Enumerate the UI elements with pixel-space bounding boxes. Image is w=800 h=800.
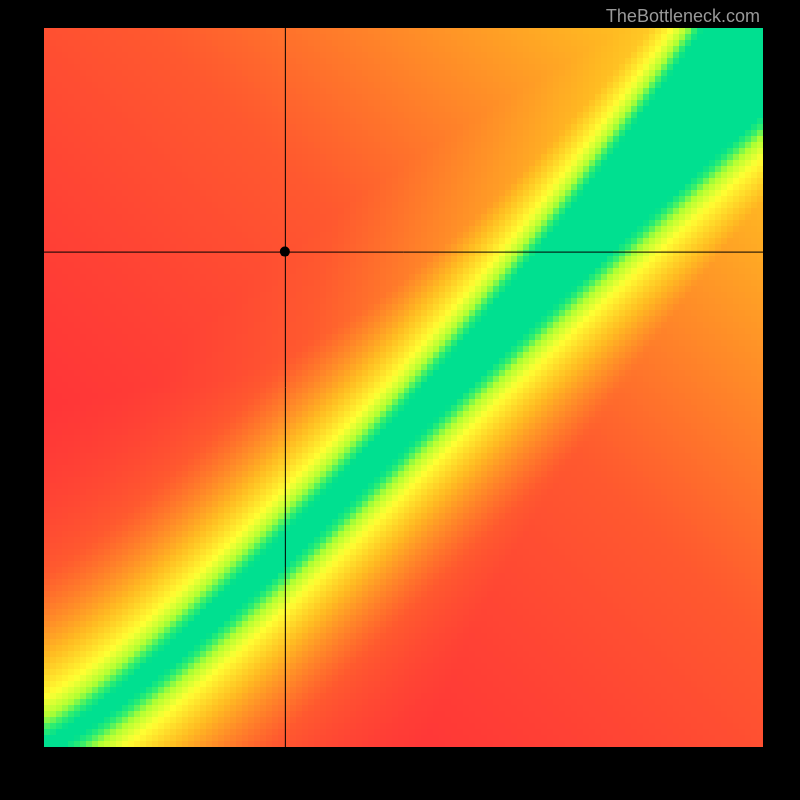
watermark-text: TheBottleneck.com [606, 6, 760, 27]
chart-container: TheBottleneck.com [0, 0, 800, 800]
heatmap-canvas [44, 28, 763, 747]
heatmap-plot [44, 28, 763, 747]
